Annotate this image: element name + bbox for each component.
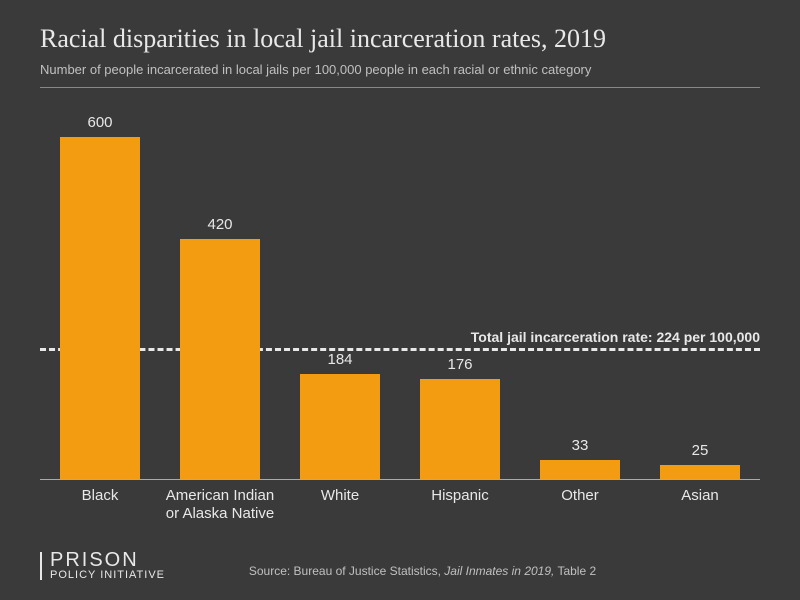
plot-region: Total jail incarceration rate: 224 per 1… — [40, 108, 760, 480]
bar-value-label: 25 — [692, 442, 709, 459]
bar — [660, 465, 739, 479]
x-axis-label: American Indianor Alaska Native — [163, 487, 277, 523]
bar — [420, 379, 499, 479]
x-axis-label: White — [283, 487, 397, 505]
bar — [300, 374, 379, 479]
source-citation: Source: Bureau of Justice Statistics, Ja… — [165, 564, 680, 580]
bar — [540, 460, 619, 479]
chart-subtitle: Number of people incarcerated in local j… — [40, 62, 760, 77]
reference-line-label: Total jail incarceration rate: 224 per 1… — [471, 329, 760, 351]
footer: PRISON POLICY INITIATIVE Source: Bureau … — [40, 538, 760, 580]
logo-line2: POLICY INITIATIVE — [50, 571, 165, 580]
bar-value-label: 33 — [572, 437, 589, 454]
bar-value-label: 184 — [327, 351, 352, 368]
x-axis-label: Hispanic — [403, 487, 517, 505]
logo: PRISON POLICY INITIATIVE — [40, 552, 165, 580]
bar — [60, 137, 139, 479]
header-divider — [40, 87, 760, 88]
bar-value-label: 600 — [87, 114, 112, 131]
bar-value-label: 420 — [207, 216, 232, 233]
reference-line: Total jail incarceration rate: 224 per 1… — [40, 348, 760, 351]
x-axis-label: Other — [523, 487, 637, 505]
bar — [180, 239, 259, 479]
x-axis-label: Asian — [643, 487, 757, 505]
bar-value-label: 176 — [447, 356, 472, 373]
chart-title: Racial disparities in local jail incarce… — [40, 24, 760, 54]
x-axis-label: Black — [43, 487, 157, 505]
chart-area: Total jail incarceration rate: 224 per 1… — [40, 108, 760, 530]
logo-line1: PRISON — [50, 552, 165, 569]
